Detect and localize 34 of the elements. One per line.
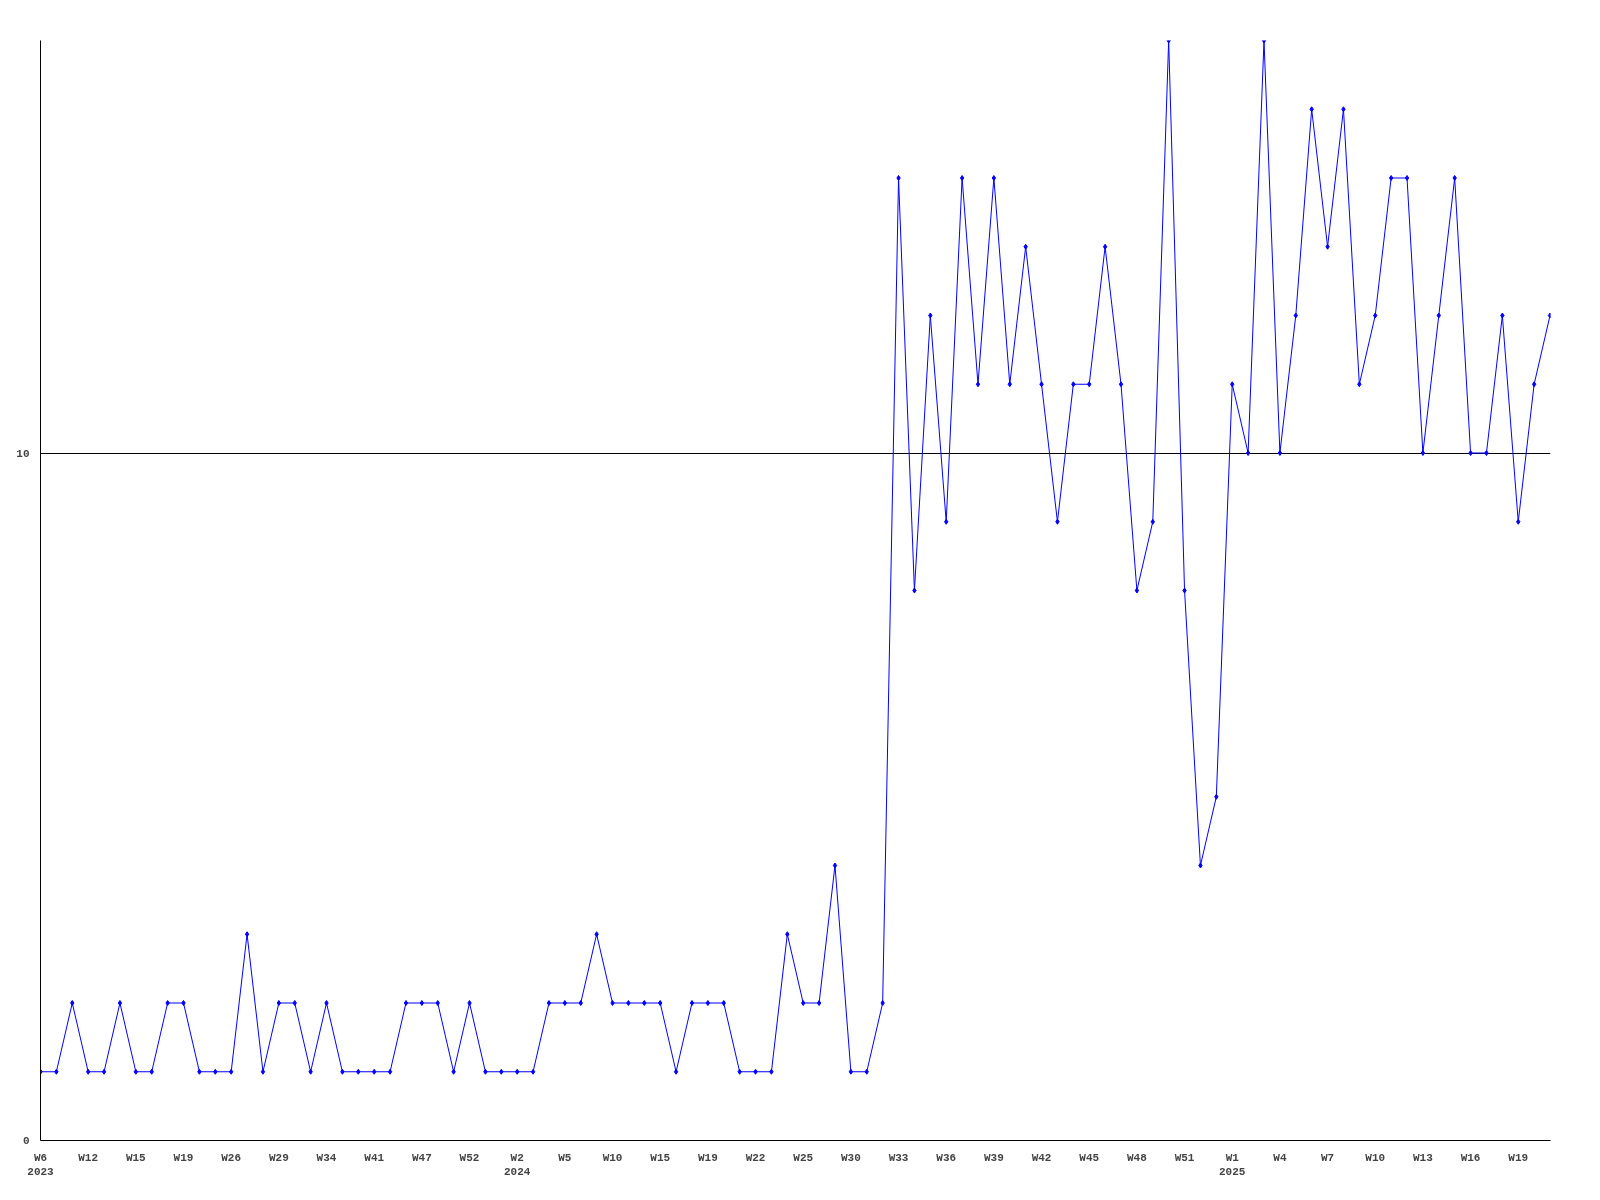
- x-tick-label: W19: [1508, 1151, 1529, 1164]
- x-tick-label: W13: [1413, 1151, 1434, 1164]
- y-tick-label: 0: [22, 1135, 30, 1147]
- x-tick-label: W2 2024: [503, 1151, 531, 1178]
- x-tick-label: W10: [1365, 1151, 1386, 1164]
- x-tick-label: W52: [459, 1151, 480, 1164]
- x-tick-label: W15: [650, 1151, 671, 1164]
- x-tick-label: W10: [602, 1151, 623, 1164]
- x-tick-label: W19: [173, 1151, 194, 1164]
- x-tick-label: W4: [1273, 1151, 1287, 1164]
- x-tick-label: W39: [983, 1151, 1004, 1164]
- x-tick-label: W15: [125, 1151, 147, 1164]
- x-tick-label: W30: [840, 1151, 861, 1164]
- x-tick-label: W48: [1126, 1151, 1148, 1164]
- x-tick-label: W47: [411, 1151, 432, 1164]
- x-tick-label: W29: [268, 1151, 289, 1164]
- x-tick-label: W12: [78, 1151, 99, 1164]
- x-tick-label: W19: [697, 1151, 718, 1164]
- x-tick-label: W22: [745, 1151, 766, 1164]
- x-tick-label: W34: [316, 1151, 337, 1164]
- x-tick-label: W16: [1460, 1151, 1481, 1164]
- x-tick-label: W7: [1320, 1151, 1335, 1164]
- x-tick-label: W36: [936, 1151, 957, 1164]
- x-tick-label: W25: [793, 1151, 814, 1164]
- x-tick-label: W45: [1079, 1151, 1100, 1164]
- x-tick-label: W1 2025: [1219, 1151, 1246, 1178]
- y-tick-label: 10: [16, 447, 30, 460]
- x-tick-label: W51: [1174, 1151, 1195, 1164]
- x-tick-label: W6 2023: [27, 1151, 55, 1178]
- x-tick-label: W33: [888, 1151, 909, 1164]
- x-tick-label: W41: [364, 1151, 385, 1164]
- x-tick-label: W42: [1031, 1151, 1052, 1164]
- x-tick-label: W5: [558, 1151, 572, 1164]
- x-tick-label: W26: [221, 1151, 242, 1164]
